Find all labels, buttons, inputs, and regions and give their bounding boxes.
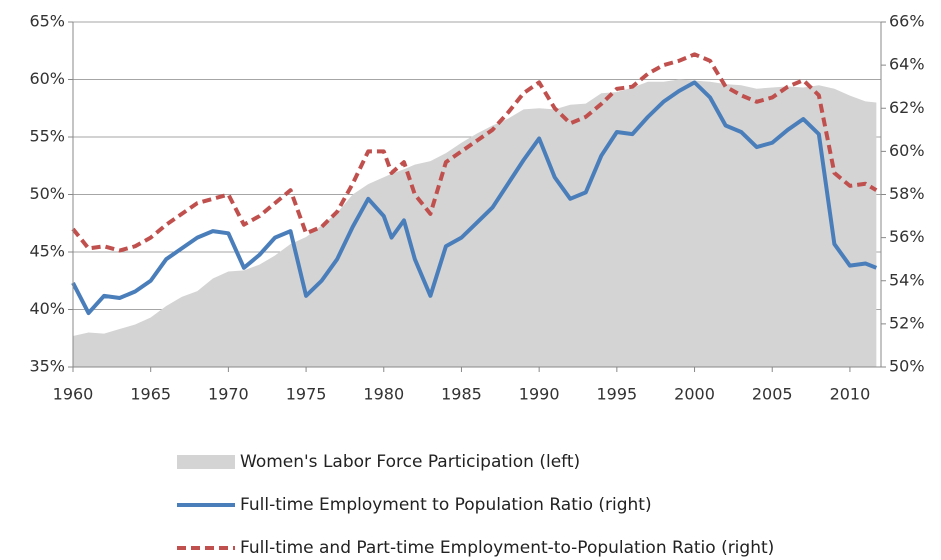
y-tick-label: 60% bbox=[29, 69, 65, 88]
y2-tick-label: 56% bbox=[889, 227, 925, 246]
x-tick-label: 1990 bbox=[519, 385, 560, 404]
x-tick-label: 1960 bbox=[53, 385, 94, 404]
x-tick-label: 2010 bbox=[830, 385, 871, 404]
y-tick-label: 45% bbox=[29, 242, 65, 261]
y2-tick-label: 58% bbox=[889, 184, 925, 203]
x-tick-label: 1965 bbox=[130, 385, 171, 404]
line bbox=[71, 80, 878, 316]
y2-tick-label: 52% bbox=[889, 313, 925, 332]
y2-tick-label: 50% bbox=[889, 357, 925, 376]
y2-tick-label: 54% bbox=[889, 270, 925, 289]
x-tick-label: 2000 bbox=[674, 385, 715, 404]
y2-tick-label: 60% bbox=[889, 141, 925, 160]
y-tick-label: 35% bbox=[29, 357, 65, 376]
x-tick-label: 1975 bbox=[286, 385, 327, 404]
x-tick-label: 1995 bbox=[596, 385, 637, 404]
y2-tick-label: 62% bbox=[889, 98, 925, 117]
y2-tick-label: 66% bbox=[889, 12, 925, 31]
legend-label: Full-time Employment to Population Ratio… bbox=[240, 495, 652, 515]
y-tick-label: 50% bbox=[29, 184, 65, 203]
x-tick-label: 1985 bbox=[441, 385, 482, 404]
x-tick-label: 1970 bbox=[208, 385, 249, 404]
line bbox=[71, 52, 878, 253]
x-tick-label: 2005 bbox=[752, 385, 793, 404]
legend-label: Women's Labor Force Participation (left) bbox=[240, 452, 580, 472]
y-tick-label: 40% bbox=[29, 299, 65, 318]
x-tick-label: 1980 bbox=[363, 385, 404, 404]
y-tick-label: 65% bbox=[29, 12, 65, 31]
y-tick-label: 55% bbox=[29, 127, 65, 146]
legend-label: Full-time and Part-time Employment-to-Po… bbox=[240, 538, 774, 558]
y2-tick-label: 64% bbox=[889, 55, 925, 74]
legend-swatch bbox=[177, 455, 235, 469]
